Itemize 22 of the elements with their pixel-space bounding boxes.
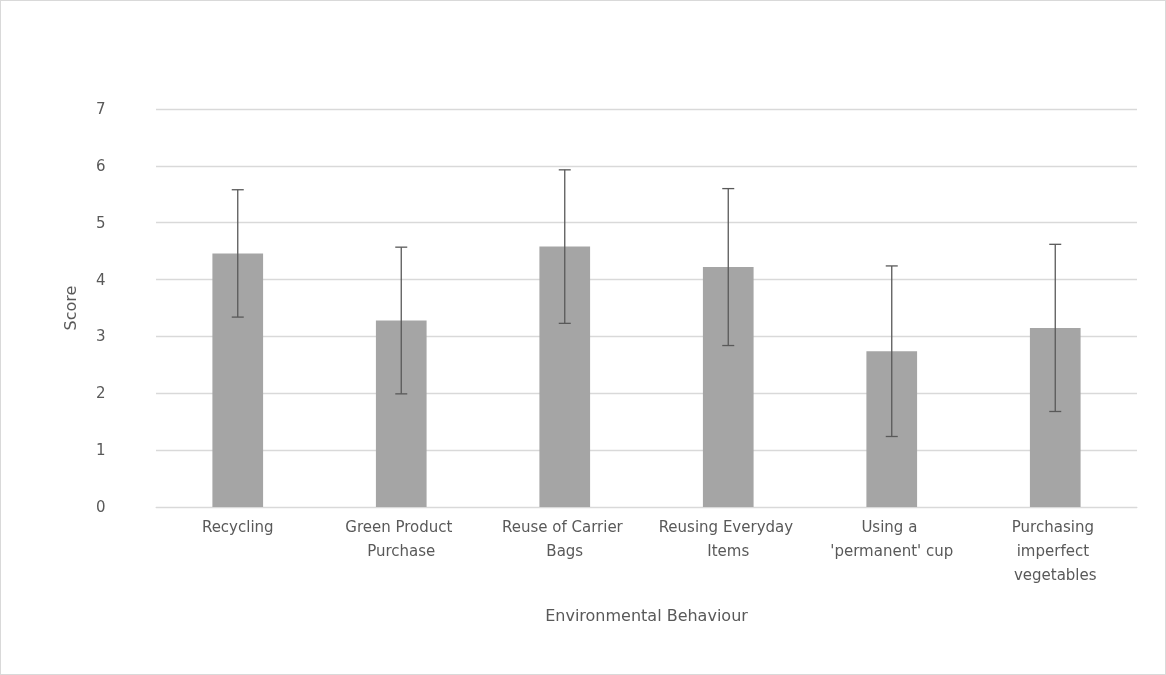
- x-tick-label: Reuse of Carrier Bags: [501, 518, 628, 560]
- bar: [539, 246, 591, 507]
- y-tick-label: 3: [96, 327, 106, 346]
- y-tick-label: 4: [96, 270, 106, 289]
- bar: [702, 267, 754, 507]
- y-tick-label: 0: [96, 498, 106, 516]
- y-tick-label: 5: [96, 213, 106, 232]
- x-tick-label: Green Product Purchase: [345, 518, 458, 560]
- y-tick-label: 6: [96, 156, 106, 175]
- x-axis-title: Environmental Behaviour: [545, 605, 749, 625]
- bar: [1029, 327, 1081, 507]
- y-tick-label: 1: [96, 441, 106, 460]
- x-tick-label: Reusing Everyday Items: [658, 518, 798, 560]
- y-tick-label: 2: [96, 384, 106, 403]
- bar: [866, 351, 918, 507]
- bar: [375, 320, 427, 507]
- bar: [212, 253, 264, 507]
- y-axis-title: Score: [60, 285, 80, 331]
- x-tick-label: Using a 'permanent' cup: [830, 518, 954, 560]
- x-tick-label: Recycling: [201, 518, 274, 536]
- y-tick-label: 7: [96, 100, 106, 118]
- x-tick-label: Purchasing imperfect vegetables: [1011, 518, 1099, 584]
